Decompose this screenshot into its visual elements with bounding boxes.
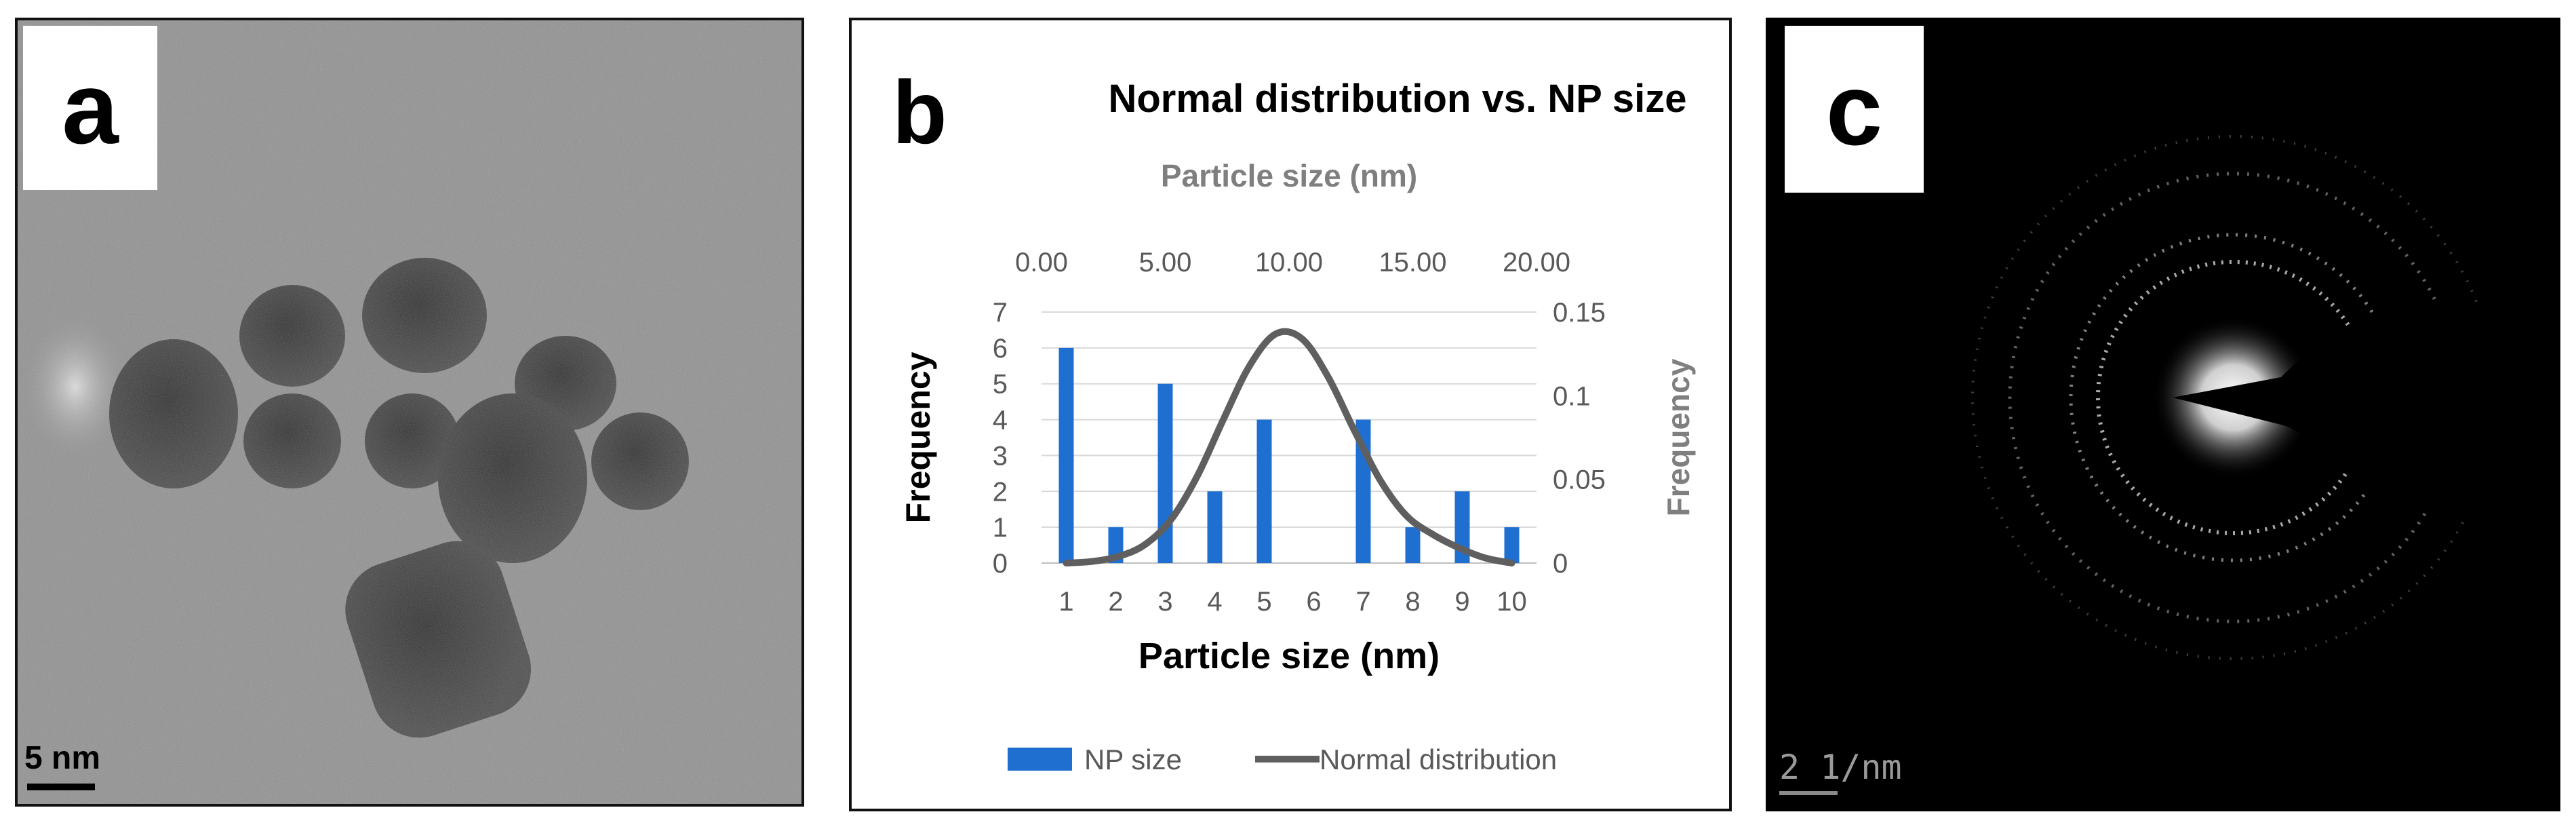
y-tick-label: 6 — [993, 334, 1008, 364]
panel-c-diffraction-pattern: c 2 1/nm — [1766, 18, 2560, 811]
x-tick-label: 3 — [1157, 587, 1172, 617]
legend-label: Normal distribution — [1320, 744, 1557, 775]
y-tick-label: 0 — [993, 549, 1008, 579]
y-tick-label: 5 — [993, 370, 1008, 400]
x2-axis-title: Particle size (nm) — [1161, 158, 1417, 193]
panel-label-a: a — [23, 26, 157, 190]
y-tick-label: 3 — [993, 441, 1008, 471]
y2-tick-label: 0.15 — [1553, 298, 1606, 328]
normal-distribution-line — [1063, 328, 1515, 566]
distribution-chart: 0 1 2 3 4 5 6 7 1 2 3 4 5 6 7 8 9 10 0.00 5.00 10.00 15.00 20.… — [899, 77, 1696, 775]
diffraction-pattern — [1766, 18, 2560, 811]
bar-1 — [1058, 347, 1074, 563]
panel-label-b: b — [892, 62, 947, 162]
x2-tick-label: 5.00 — [1139, 248, 1192, 277]
y-tick-label: 7 — [993, 298, 1008, 328]
bar-4 — [1207, 491, 1223, 563]
x2-tick-label: 20.00 — [1503, 248, 1570, 277]
scale-bar — [1779, 791, 1838, 795]
y-tick-label: 2 — [993, 477, 1008, 507]
bar-8 — [1405, 527, 1421, 563]
tem-micrograph — [18, 20, 801, 804]
panel-label-c: c — [1785, 26, 1924, 193]
y2-tick-label: 0.05 — [1553, 465, 1606, 495]
x-tick-label: 4 — [1207, 587, 1222, 617]
x-tick-label: 8 — [1405, 587, 1420, 617]
scale-bar-label: 2 1/nm — [1779, 748, 1902, 787]
y-axis-title: Frequency — [899, 351, 937, 523]
x-tick-label: 9 — [1454, 587, 1469, 617]
x-tick-label: 6 — [1306, 587, 1321, 617]
chart-title: Normal distribution vs. NP size — [1108, 77, 1686, 121]
panel-b-chart: b 0 1 2 3 4 5 6 7 1 2 3 4 5 6 7 8 9 10 0.00 5.00 10.00 15.00 2… — [849, 18, 1732, 811]
legend-swatch-np-size — [1008, 748, 1072, 771]
y-tick-label: 4 — [993, 406, 1008, 436]
scale-bar-label: 5 nm — [24, 740, 101, 776]
y2-tick-label: 0.1 — [1553, 381, 1591, 411]
bar-10 — [1504, 527, 1520, 563]
panel-a-tem-image: a 5 nm — [15, 18, 804, 807]
x2-tick-label: 0.00 — [1015, 248, 1068, 277]
x-tick-label: 1 — [1058, 587, 1073, 617]
y-tick-label: 1 — [993, 513, 1008, 543]
y2-axis-title: Frequency — [1661, 358, 1696, 516]
y2-tick-label: 0 — [1553, 549, 1568, 579]
x-tick-label: 2 — [1108, 587, 1123, 617]
beam-stop — [2173, 303, 2560, 533]
legend-label: NP size — [1084, 744, 1182, 775]
x2-tick-label: 15.00 — [1379, 248, 1446, 277]
scale-bar — [27, 784, 95, 790]
x2-tick-label: 10.00 — [1255, 248, 1323, 277]
bar-5 — [1256, 419, 1272, 563]
x-tick-label: 7 — [1355, 587, 1370, 617]
x-axis-title: Particle size (nm) — [1138, 636, 1440, 676]
x-tick-label: 5 — [1256, 587, 1271, 617]
x-tick-label: 10 — [1497, 587, 1527, 617]
